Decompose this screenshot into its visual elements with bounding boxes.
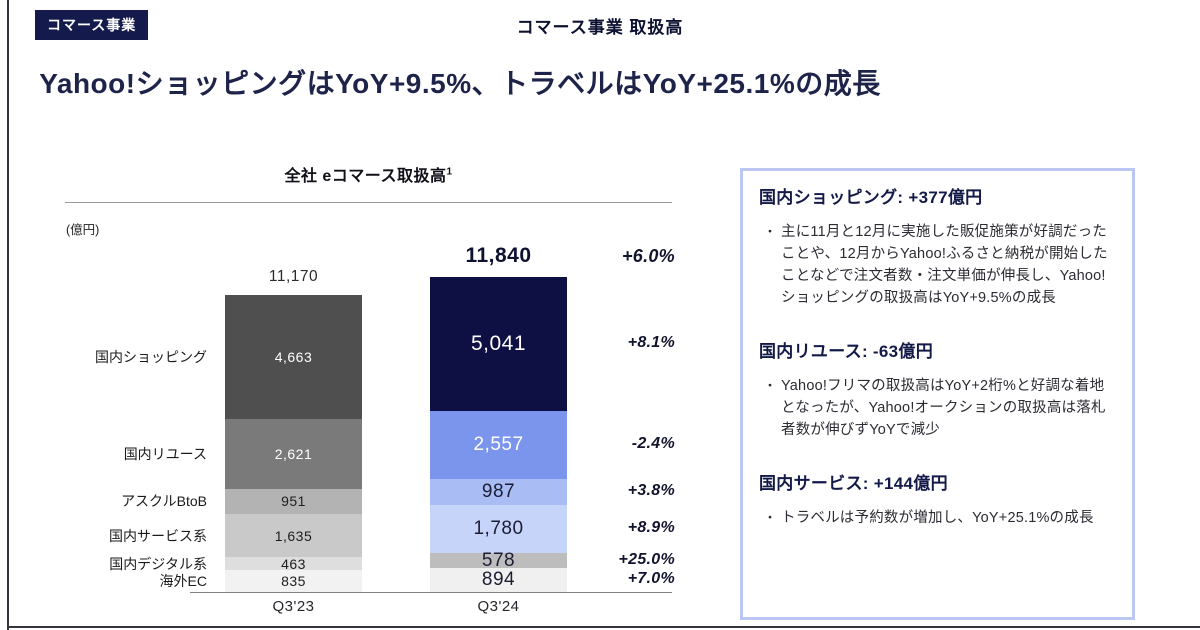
panel-bullet-item: ・ Yahoo!フリマの取扱高はYoY+2桁%と好調な着地となったが、Yahoo… bbox=[759, 375, 1116, 441]
commentary-panel: 国内ショッピング: +377億円 ・ 主に11月と12月に実施した販促施策が好調… bbox=[740, 168, 1135, 620]
chart-title: 全社 eコマース取扱高1 bbox=[65, 162, 672, 186]
segment-value-label: 4,663 bbox=[274, 348, 313, 365]
headline: Yahoo!ショッピングはYoY+9.5%、トラベルはYoY+25.1%の成長 bbox=[39, 68, 881, 99]
panel-bullet-text: トラベルは予約数が増加し、YoY+25.1%の成長 bbox=[781, 510, 1094, 526]
segment-value-label: 951 bbox=[281, 493, 306, 510]
chart-title-footnote-marker: 1 bbox=[446, 166, 453, 178]
total-label-current-year: 11,840 bbox=[465, 244, 532, 268]
segment-value-label: 1,635 bbox=[274, 527, 313, 544]
panel-heading-domestic-shopping: 国内ショッピング: +377億円 bbox=[759, 188, 983, 207]
bar-segment bbox=[430, 505, 567, 553]
segment-value-label: 2,557 bbox=[473, 434, 524, 456]
series-yoy-label: +8.9% bbox=[627, 519, 675, 537]
chart-title-rule bbox=[65, 202, 672, 203]
panel-bullet-text: Yahoo!フリマの取扱高はYoY+2桁%と好調な着地となったが、Yahoo!オ… bbox=[781, 378, 1106, 438]
segment-value-label: 5,041 bbox=[470, 332, 527, 356]
segment-value-label: 1,780 bbox=[473, 518, 524, 540]
bar-segment bbox=[225, 488, 362, 514]
chart-title-text: 全社 eコマース取扱高 bbox=[284, 168, 447, 185]
bar-segment bbox=[430, 552, 567, 569]
total-label-prior-year: 11,170 bbox=[268, 267, 319, 285]
chart-unit-label: (億円) bbox=[66, 223, 100, 237]
bar-segment bbox=[430, 411, 567, 480]
series-yoy-label: +25.0% bbox=[618, 550, 675, 568]
page-title: コマース事業 取扱高 bbox=[516, 18, 684, 37]
bullet-marker-icon: ・ bbox=[763, 224, 777, 239]
series-name-label: 国内リユース bbox=[123, 445, 207, 462]
chart-baseline-axis bbox=[190, 592, 672, 593]
section-badge: コマース事業 bbox=[35, 10, 149, 40]
series-name-label: 国内デジタル系 bbox=[109, 555, 207, 572]
panel-bullet-item: ・ トラベルは予約数が増加し、YoY+25.1%の成長 bbox=[759, 507, 1116, 529]
series-yoy-label: +3.8% bbox=[627, 482, 675, 500]
slide-bottom-edge-line bbox=[7, 626, 1200, 628]
segment-value-label: 987 bbox=[481, 481, 516, 503]
panel-bullet-text: 主に11月と12月に実施した販促施策が好調だったことや、12月からYahoo!ふ… bbox=[781, 224, 1108, 306]
series-name-label: 国内ショッピング bbox=[95, 348, 207, 365]
series-name-label: アスクルBtoB bbox=[121, 493, 207, 510]
bar-segment bbox=[225, 513, 362, 558]
x-axis-label: Q3'24 bbox=[477, 598, 520, 615]
slide-left-edge-line bbox=[7, 0, 9, 630]
segment-value-label: 2,621 bbox=[274, 445, 313, 462]
bar-segment bbox=[430, 479, 567, 506]
bar-segment bbox=[225, 557, 362, 570]
segment-value-label: 894 bbox=[481, 569, 516, 591]
bar-segment bbox=[430, 277, 567, 412]
segment-value-label: 463 bbox=[281, 555, 306, 572]
series-name-label: 国内サービス系 bbox=[109, 527, 207, 544]
x-axis-label: Q3'23 bbox=[272, 598, 315, 615]
series-yoy-label: -2.4% bbox=[631, 435, 675, 453]
panel-heading-domestic-services: 国内サービス: +144億円 bbox=[759, 474, 948, 493]
bar-segment bbox=[225, 418, 362, 489]
bar-segment bbox=[430, 568, 567, 592]
total-yoy-label: +6.0% bbox=[621, 246, 675, 267]
series-yoy-label: +7.0% bbox=[627, 570, 675, 588]
bullet-marker-icon: ・ bbox=[763, 378, 777, 393]
bar-segment bbox=[225, 294, 362, 419]
segment-value-label: 578 bbox=[481, 549, 516, 571]
bar-segment bbox=[225, 569, 362, 592]
bullet-marker-icon: ・ bbox=[763, 510, 777, 525]
segment-value-label: 835 bbox=[281, 572, 306, 589]
series-yoy-label: +8.1% bbox=[627, 334, 675, 352]
series-name-label: 海外EC bbox=[159, 572, 207, 589]
panel-heading-domestic-reuse: 国内リユース: -63億円 bbox=[759, 342, 934, 361]
panel-bullet-item: ・ 主に11月と12月に実施した販促施策が好調だったことや、12月からYahoo… bbox=[759, 221, 1116, 309]
